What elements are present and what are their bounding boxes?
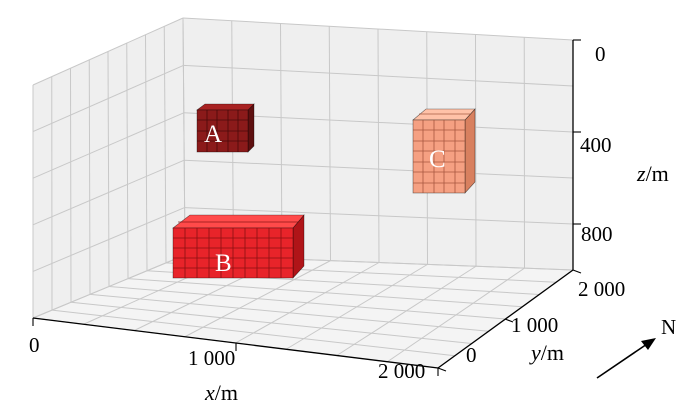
block-a-label: A: [204, 121, 222, 148]
left-wall-grid-line: [88, 59, 91, 295]
left-wall-grid-line: [70, 68, 72, 303]
block-a-side: [247, 103, 255, 153]
back-wall-grid-line: [184, 207, 574, 225]
back-wall-grid-line: [328, 26, 331, 261]
y-tick-mark-1000: [504, 318, 514, 323]
block-c: C: [412, 108, 476, 194]
y-tick-mark-2000: [572, 269, 582, 274]
z-tick-label-400: 400: [580, 133, 612, 157]
block-b-voxel-grid: [173, 221, 298, 278]
floor-grid-line: [336, 265, 477, 356]
left-wall-grid-line: [32, 17, 184, 86]
north-arrow-head: [641, 338, 656, 350]
floor-grid-line: [108, 286, 506, 320]
block-b-label: B: [215, 250, 232, 277]
y-tick-label-0: 0: [466, 343, 477, 367]
left-wall-grid-line: [32, 64, 184, 133]
left-wall-grid-line: [32, 207, 185, 272]
block-a-top: [196, 103, 255, 111]
back-wall-grid-line: [184, 159, 574, 179]
north-label: N: [661, 315, 676, 339]
block-b-top: [172, 214, 305, 229]
floor-grid-line: [285, 263, 428, 350]
floor-grid-line: [387, 267, 525, 363]
block-c-side: [464, 108, 476, 194]
x-tick-label-2000: 2 000: [378, 359, 425, 383]
back-wall-grid-line: [475, 34, 477, 267]
left-wall-grid-line: [32, 112, 184, 179]
north-arrow-icon: [596, 341, 651, 379]
north-arrow: N: [596, 315, 676, 379]
block-c-label: C: [429, 146, 446, 173]
block-a: A: [196, 103, 255, 153]
back-wall-grid-line: [183, 64, 574, 87]
y-tick-mark-0: [437, 367, 447, 372]
left-wall-grid-line: [163, 26, 167, 263]
x-tick-label-1000: 1 000: [188, 346, 235, 370]
left-wall-grid-line: [107, 51, 110, 287]
z-axis-title: z/m: [636, 161, 669, 186]
block-a-voxel-grid: [197, 110, 248, 152]
z-tick-label-0: 0: [595, 42, 606, 66]
left-wall-grid-line: [32, 254, 186, 319]
y-tick-label-1000: 1 000: [511, 313, 558, 337]
back-wall-grid-line: [182, 17, 574, 41]
y-axis-title: y/m: [529, 340, 564, 365]
z-tick-label-800: 800: [581, 222, 613, 246]
y-tick-label-2000: 2 000: [578, 277, 625, 301]
left-wall-grid-line: [126, 43, 129, 279]
block-c-front: [412, 119, 466, 194]
back-wall-grid-line: [377, 28, 380, 263]
floor-grid-line: [127, 278, 523, 308]
x-axis-title: x/m: [204, 380, 238, 405]
x-tick-label-0: 0: [29, 333, 40, 357]
left-wall-grid-line: [32, 159, 185, 226]
left-wall-grid-line: [182, 17, 186, 256]
left-wall-grid-line: [145, 34, 148, 271]
block-b: B: [172, 214, 305, 279]
block-c-voxel-grid: [413, 113, 470, 193]
